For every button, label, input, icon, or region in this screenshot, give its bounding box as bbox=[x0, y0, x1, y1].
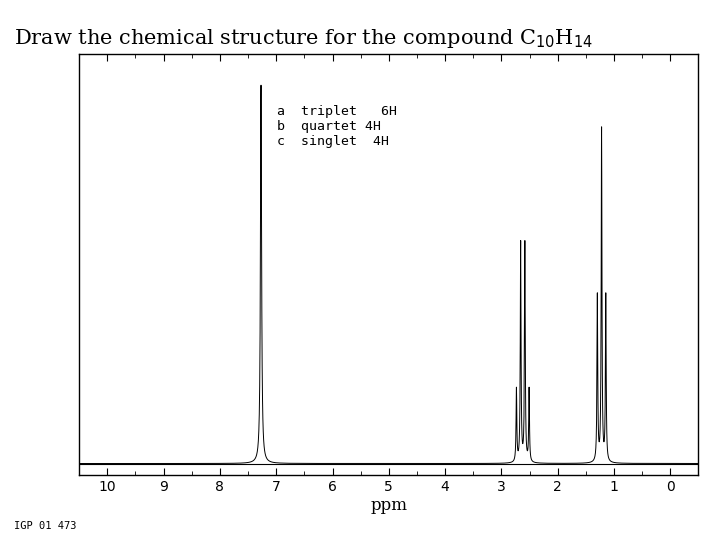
X-axis label: ppm: ppm bbox=[370, 497, 408, 514]
Text: a  triplet   6H
b  quartet 4H
c  singlet  4H: a triplet 6H b quartet 4H c singlet 4H bbox=[277, 105, 397, 147]
Text: Draw the chemical structure for the compound C$_{10}$H$_{14}$: Draw the chemical structure for the comp… bbox=[14, 27, 593, 50]
Text: IGP 01 473: IGP 01 473 bbox=[14, 521, 77, 531]
